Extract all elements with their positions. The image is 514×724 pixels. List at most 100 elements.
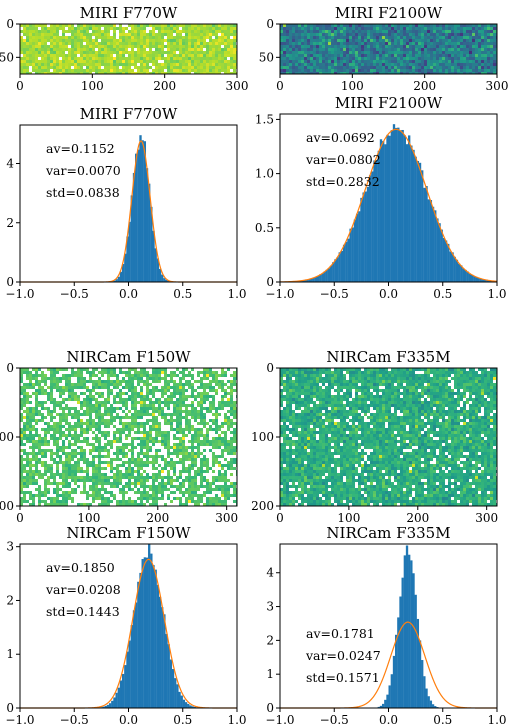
heatmap-cell	[155, 39, 158, 42]
heatmap-cell	[325, 45, 328, 48]
heatmap-cell	[101, 398, 104, 401]
heatmap-cell	[47, 383, 50, 386]
heatmap-cell	[59, 455, 62, 458]
heatmap-cell	[200, 386, 203, 389]
heatmap-cell	[53, 66, 56, 69]
heatmap-cell	[182, 410, 185, 413]
heatmap-cell	[170, 54, 173, 57]
heatmap-cell	[80, 54, 83, 57]
heatmap-cell	[445, 63, 448, 66]
heatmap-cell	[412, 39, 415, 42]
heatmap-cell	[164, 386, 167, 389]
heatmap-cell	[32, 449, 35, 452]
heatmap-cell	[104, 452, 107, 455]
heatmap-cell	[98, 389, 101, 392]
heatmap-cell	[98, 66, 101, 69]
heatmap-cell	[292, 27, 295, 30]
heatmap-cell	[182, 440, 185, 443]
heatmap-cell	[233, 24, 236, 27]
heatmap-cell	[379, 39, 382, 42]
heatmap-cell	[104, 437, 107, 440]
heatmap-cell	[215, 386, 218, 389]
heatmap-cell	[194, 425, 197, 428]
heatmap-cell	[56, 434, 59, 437]
heatmap-cell	[122, 422, 125, 425]
heatmap-cell	[29, 72, 32, 74]
heatmap-cell	[143, 42, 146, 45]
heatmap-cell	[412, 66, 415, 69]
heatmap-cell	[62, 443, 65, 446]
heatmap-cell	[125, 371, 128, 374]
heatmap-cell	[493, 57, 496, 60]
heatmap-cell	[487, 72, 490, 74]
heatmap-cell	[83, 380, 86, 383]
heatmap-cell	[146, 39, 149, 42]
heatmap-cell	[185, 57, 188, 60]
heatmap-cell	[185, 449, 188, 452]
heatmap-cell	[104, 407, 107, 410]
heatmap-cell	[298, 45, 301, 48]
heatmap-cell	[227, 45, 230, 48]
heatmap-cell	[125, 458, 128, 461]
heatmap-cell	[361, 63, 364, 66]
heatmap-cell	[358, 27, 361, 30]
heatmap-cell	[62, 51, 65, 54]
heatmap-cell	[280, 69, 283, 72]
heatmap-cell	[65, 33, 68, 36]
heatmap-cell	[74, 54, 77, 57]
heatmap-cell	[71, 48, 74, 51]
heatmap-cell	[122, 33, 125, 36]
heatmap-cell	[478, 60, 481, 63]
heatmap-cell	[227, 371, 230, 374]
heatmap-cell	[77, 395, 80, 398]
heatmap-cell	[194, 455, 197, 458]
heatmap-cell	[316, 33, 319, 36]
heatmap-cell	[439, 54, 442, 57]
heatmap-cell	[493, 36, 496, 39]
heatmap-cell	[209, 386, 212, 389]
heatmap-cell	[161, 72, 164, 74]
heatmap-cell	[125, 446, 128, 449]
heatmap-cell	[346, 69, 349, 72]
heatmap-cell	[89, 27, 92, 30]
heatmap-cell	[47, 395, 50, 398]
heatmap-cell	[38, 42, 41, 45]
hist-bar	[427, 199, 430, 282]
heatmap-cell	[38, 452, 41, 455]
heatmap-cell	[191, 27, 194, 30]
heatmap-cell	[56, 398, 59, 401]
heatmap-cell	[44, 461, 47, 464]
heatmap-cell	[176, 69, 179, 72]
heatmap-cell	[53, 437, 56, 440]
heatmap-cell	[227, 443, 230, 446]
heatmap-cell	[346, 24, 349, 27]
heatmap-cell	[164, 48, 167, 51]
heatmap-cell	[206, 449, 209, 452]
heatmap-cell	[119, 72, 122, 74]
heatmap-cell	[179, 30, 182, 33]
heatmap-cell	[466, 24, 469, 27]
heatmap-cell	[373, 42, 376, 45]
heatmap-cell	[131, 368, 134, 371]
heatmap-cell	[89, 398, 92, 401]
heatmap-cell	[140, 380, 143, 383]
heatmap-cell	[44, 48, 47, 51]
heatmap-cell	[53, 398, 56, 401]
heatmap-cell	[364, 45, 367, 48]
heatmap-cell	[289, 57, 292, 60]
heatmap-cell	[185, 458, 188, 461]
heatmap-cell	[343, 27, 346, 30]
heatmap-cell	[134, 371, 137, 374]
heatmap-cell	[110, 66, 113, 69]
heatmap-cell	[56, 401, 59, 404]
heatmap-cell	[415, 54, 418, 57]
heatmap-cell	[352, 45, 355, 48]
heatmap-cell	[215, 380, 218, 383]
heatmap-cell	[355, 63, 358, 66]
heatmap-cell	[101, 63, 104, 66]
heatmap-cell	[53, 30, 56, 33]
heatmap-cell	[364, 48, 367, 51]
heatmap-cell	[173, 45, 176, 48]
heatmap-cell	[179, 434, 182, 437]
heatmap-cell	[35, 392, 38, 395]
